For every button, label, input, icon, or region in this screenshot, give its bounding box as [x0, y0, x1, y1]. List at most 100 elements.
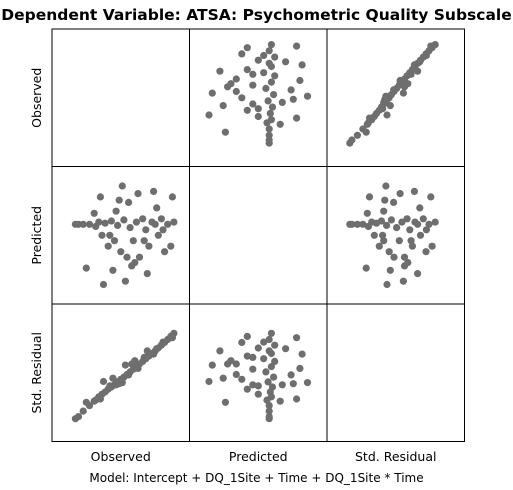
scatter-point-std_residual-vs-predicted-28: [243, 332, 251, 340]
scatter-point-std_residual-vs-predicted-14: [232, 370, 240, 379]
scatter-point-predicted-vs-observed-10: [110, 237, 119, 245]
scatter-point-observed-vs-predicted-17: [267, 78, 275, 86]
scatter-point-observed-vs-std_residual-45: [404, 80, 412, 88]
scatter-point-std_residual-vs-predicted-46: [254, 382, 262, 390]
scatter-point-observed-vs-predicted-35: [289, 95, 297, 103]
chart-title: Dependent Variable: ATSA: Psychometric Q…: [1, 6, 512, 24]
scatter-point-observed-vs-predicted-2: [265, 131, 273, 139]
scatter-point-predicted-vs-std_residual-40: [383, 280, 391, 289]
scatter-point-observed-vs-predicted-34: [293, 114, 301, 122]
scatter-point-std_residual-vs-observed-47: [159, 338, 167, 346]
scatter-point-std_residual-vs-observed-37: [150, 350, 158, 358]
scatter-point-observed-vs-predicted-3: [265, 125, 273, 133]
scatter-point-observed-vs-predicted-29: [267, 41, 275, 49]
scatter-point-predicted-vs-observed-6: [98, 231, 106, 239]
scatter-point-predicted-vs-std_residual-27: [425, 220, 433, 228]
scatter-point-observed-vs-predicted-26: [238, 50, 246, 58]
scatter-point-std_residual-vs-observed-41: [121, 361, 129, 369]
scatter-point-predicted-vs-observed-27: [164, 220, 172, 228]
scatter-point-std_residual-vs-observed-34: [96, 395, 104, 403]
scatter-point-observed-vs-predicted-15: [262, 84, 270, 92]
scatter-point-std_residual-vs-observed-44: [153, 345, 161, 353]
scatter-point-observed-vs-predicted-41: [208, 89, 216, 97]
scatter-point-predicted-vs-std_residual-15: [393, 224, 401, 232]
scatter-point-predicted-vs-std_residual-8: [375, 242, 383, 250]
scatter-point-predicted-vs-observed-14: [123, 253, 131, 261]
axis-labels: Observed Predicted Std. Residual Observed Pr…: [29, 68, 437, 464]
scatter-point-observed-vs-predicted-18: [232, 75, 240, 83]
scatter-point-predicted-vs-std_residual-17: [398, 218, 406, 226]
scatter-point-observed-vs-predicted-23: [265, 59, 273, 67]
scatter-point-observed-vs-predicted-48: [303, 92, 312, 100]
scatter-point-predicted-vs-observed-46: [106, 231, 114, 239]
scatter-point-std_residual-vs-observed-48: [118, 379, 126, 387]
scatter-point-observed-vs-predicted-37: [298, 61, 306, 69]
scatter-point-observed-vs-predicted-47: [260, 51, 268, 60]
scatter-point-observed-vs-std_residual-42: [363, 120, 371, 128]
scatter-point-predicted-vs-std_residual-13: [387, 216, 395, 224]
scatter-point-predicted-vs-std_residual-43: [380, 207, 388, 215]
scatter-point-observed-vs-std_residual-33: [414, 67, 422, 75]
scatter-point-std_residual-vs-predicted-25: [271, 341, 279, 349]
scatter-point-std_residual-vs-predicted-41: [208, 361, 216, 369]
scatter-point-observed-vs-std_residual-40: [383, 111, 391, 119]
scatter-point-std_residual-vs-predicted-21: [243, 352, 251, 360]
scatter-point-std_residual-vs-predicted-9: [268, 383, 277, 391]
scatter-point-observed-vs-predicted-30: [221, 128, 229, 136]
scatter-point-observed-vs-std_residual-30: [362, 128, 370, 136]
scatter-point-predicted-vs-observed-16: [129, 237, 137, 245]
scatter-point-observed-vs-predicted-5: [267, 116, 275, 124]
scatter-point-predicted-vs-observed-42: [90, 209, 98, 217]
scatter-point-predicted-vs-std_residual-37: [410, 187, 418, 195]
scatter-point-predicted-vs-std_residual-47: [422, 226, 430, 234]
scatter-point-observed-vs-predicted-45: [227, 80, 235, 88]
scatter-point-predicted-vs-std_residual-11: [383, 221, 391, 229]
scatter-point-observed-vs-predicted-25: [271, 53, 279, 61]
scatter-point-observed-vs-std_residual-1: [348, 136, 356, 144]
scatter-point-std_residual-vs-predicted-6: [254, 390, 262, 398]
scatter-point-predicted-vs-observed-15: [126, 224, 134, 232]
scatter-point-predicted-vs-std_residual-31: [386, 266, 394, 274]
scatter-point-predicted-vs-std_residual-30: [362, 264, 370, 272]
scatter-point-std_residual-vs-observed-2: [79, 407, 87, 415]
row-label-std_residual: Std. Residual: [29, 332, 44, 414]
scatter-point-predicted-vs-observed-38: [168, 193, 176, 201]
scatter-point-predicted-vs-observed-34: [96, 193, 104, 201]
scatter-point-observed-vs-std_residual-34: [365, 114, 374, 122]
scatter-point-std_residual-vs-observed-46: [106, 382, 114, 390]
scatter-point-std_residual-vs-predicted-33: [216, 347, 224, 355]
scatter-point-observed-vs-predicted-38: [293, 42, 301, 50]
scatter-point-predicted-vs-observed-29: [170, 218, 178, 226]
scatter-point-observed-vs-predicted-46: [254, 105, 262, 113]
scatter-point-std_residual-vs-observed-31: [109, 374, 117, 382]
scatter-point-std_residual-vs-predicted-10: [249, 381, 257, 389]
scatter-point-std_residual-vs-predicted-27: [265, 335, 273, 344]
scatter-point-predicted-vs-observed-47: [159, 226, 167, 234]
scatter-point-predicted-vs-std_residual-35: [381, 196, 389, 204]
scatter-point-std_residual-vs-predicted-13: [270, 373, 278, 381]
scatter-point-predicted-vs-std_residual-6: [370, 231, 378, 239]
matrix-border: [51, 28, 465, 442]
scatter-point-predicted-vs-std_residual-48: [382, 182, 390, 190]
scatter-point-predicted-vs-std_residual-20: [406, 226, 414, 234]
row-label-predicted: Predicted: [29, 206, 44, 265]
column-label-observed: Observed: [91, 449, 151, 464]
scatter-point-predicted-vs-observed-3: [85, 220, 94, 228]
scatter-point-observed-vs-predicted-12: [238, 94, 246, 102]
scatter-point-observed-vs-predicted-10: [249, 100, 257, 108]
scatter-point-std_residual-vs-predicted-30: [221, 398, 229, 406]
scatter-point-observed-vs-predicted-8: [243, 106, 251, 114]
scatter-point-std_residual-vs-predicted-23: [265, 347, 273, 355]
scatter-point-predicted-vs-observed-37: [150, 187, 158, 195]
scatter-point-predicted-vs-observed-21: [145, 242, 153, 250]
scatter-point-observed-vs-predicted-11: [264, 97, 272, 105]
scatter-point-observed-vs-predicted-16: [249, 81, 257, 89]
scatter-point-predicted-vs-observed-17: [132, 218, 140, 226]
scatter-point-std_residual-vs-predicted-31: [219, 374, 227, 382]
scatter-point-predicted-vs-observed-31: [109, 266, 117, 274]
scatter-point-predicted-vs-observed-20: [142, 226, 150, 234]
scatter-point-predicted-vs-observed-23: [151, 220, 159, 228]
scatter-point-std_residual-vs-predicted-49: [249, 353, 257, 361]
scatter-point-std_residual-vs-observed-30: [82, 398, 90, 406]
scatter-point-observed-vs-predicted-13: [270, 91, 278, 99]
